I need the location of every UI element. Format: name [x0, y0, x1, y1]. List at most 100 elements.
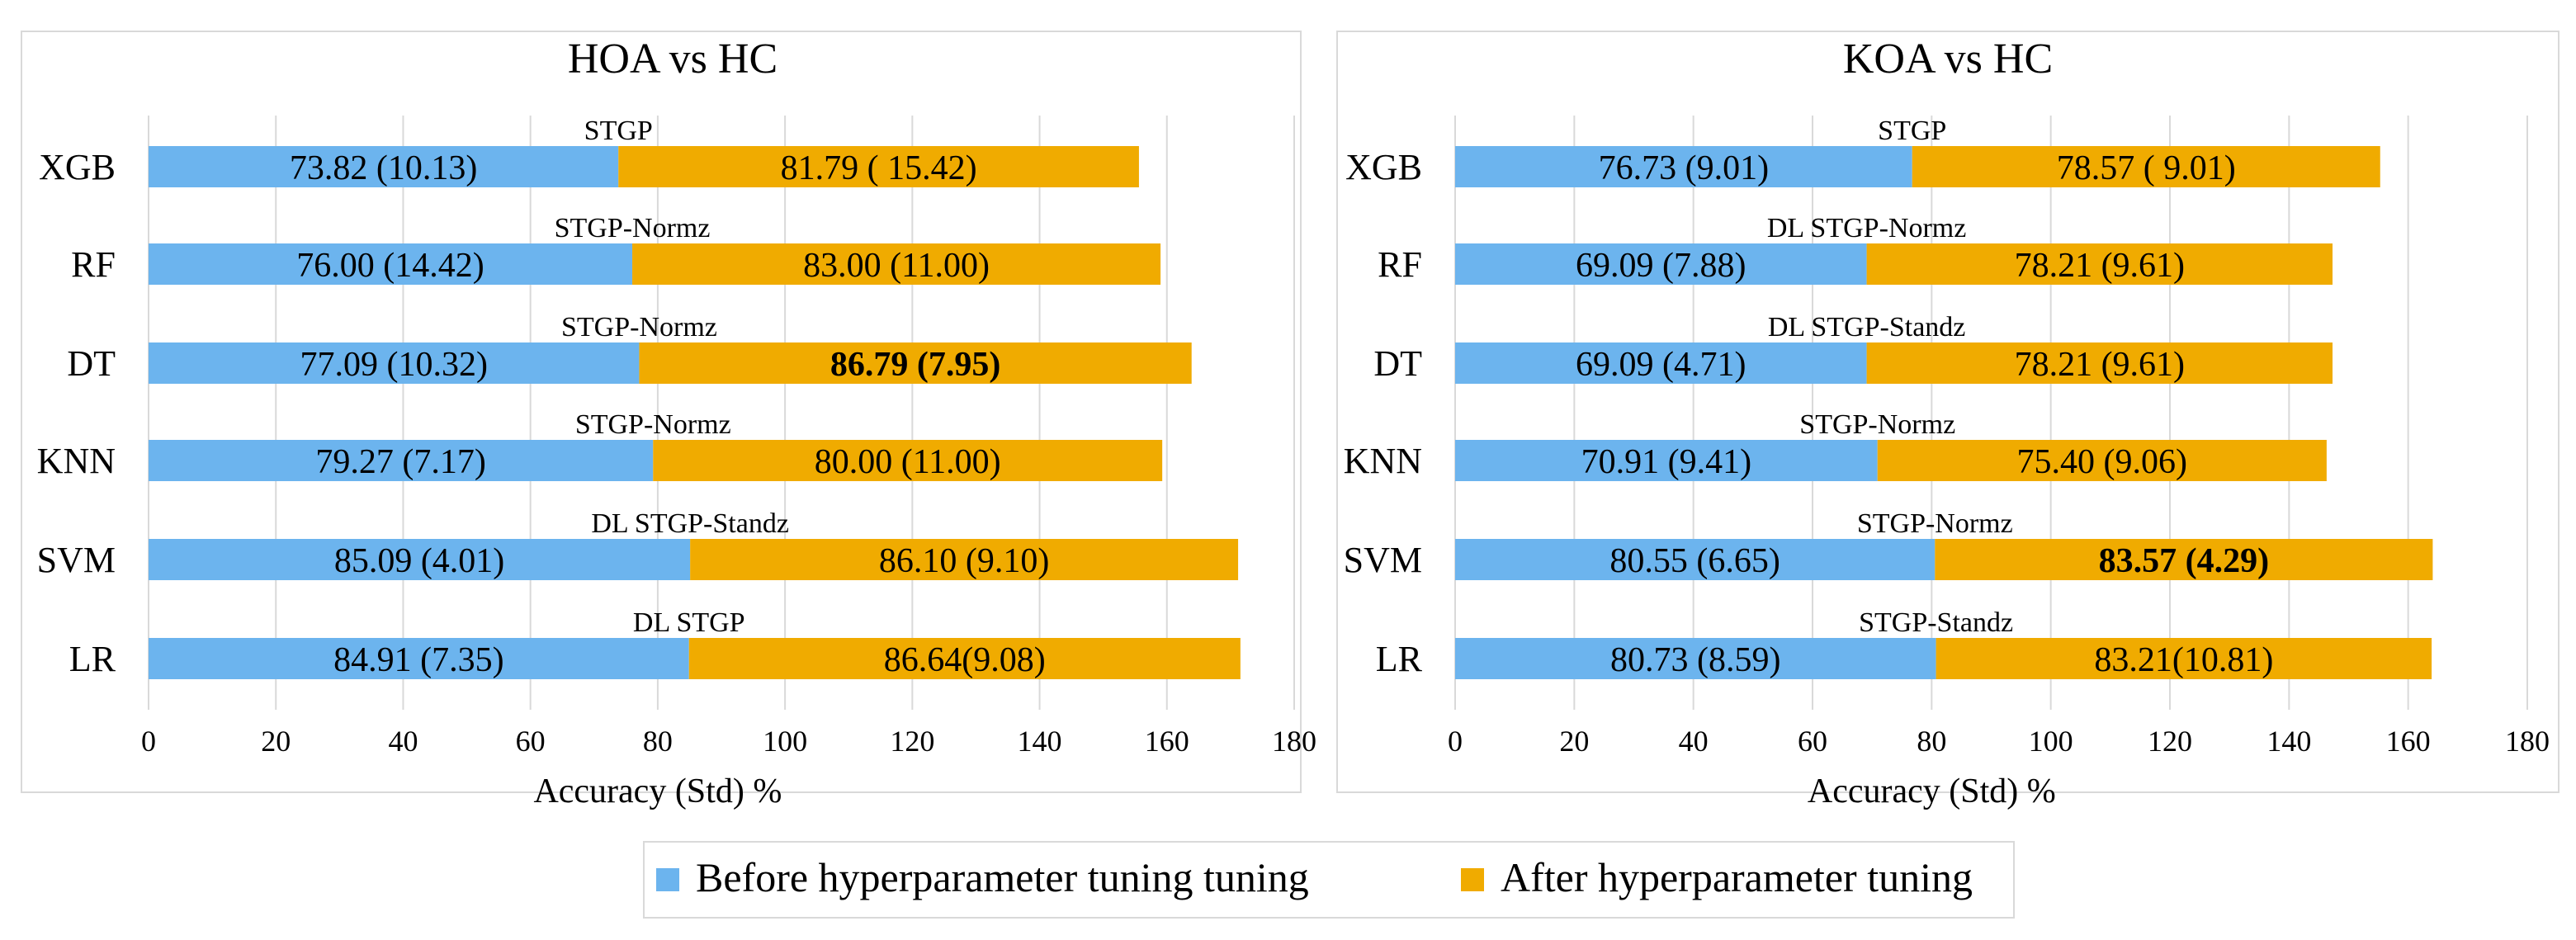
category-label: RF: [71, 244, 116, 285]
category-label: LR: [1376, 639, 1423, 679]
chart-title: KOA vs HC: [1843, 35, 2053, 83]
data-label: 78.21 (9.61): [2015, 346, 2185, 384]
data-label: 76.00 (14.42): [296, 247, 484, 285]
bar-after: [639, 342, 1192, 384]
x-tick-label: 120: [2148, 725, 2192, 758]
bar-before: [1455, 638, 1936, 679]
data-label: 86.10 (9.10): [879, 542, 1049, 580]
data-label: 86.79 (7.95): [830, 346, 1000, 384]
x-tick-label: 60: [516, 725, 546, 758]
bar-before: [1455, 243, 1867, 285]
data-label: 81.79 ( 15.42): [781, 149, 977, 187]
data-label: 76.73 (9.01): [1599, 149, 1769, 187]
x-tick-label: 140: [2266, 725, 2311, 758]
x-tick-label: 180: [1272, 725, 1316, 758]
chart-panel-1: HOA vs HC 0 20 40 60 80 100 120 140 160 180 Accurac…: [21, 31, 1316, 810]
x-tick-label: 0: [1448, 725, 1463, 758]
category-label: SVM: [37, 540, 116, 580]
bar-after: [653, 440, 1163, 481]
x-axis-label: Accuracy (Std) %: [533, 772, 782, 810]
method-annotation: DL STGP-Standz: [591, 508, 789, 539]
category-label: LR: [69, 639, 116, 679]
category-label: XGB: [1345, 147, 1422, 187]
bar-after: [690, 539, 1239, 580]
bar-after: [1935, 539, 2433, 580]
bar-before: [149, 638, 689, 679]
data-label: 69.09 (4.71): [1576, 346, 1746, 384]
panel-border: [1336, 31, 2559, 793]
category-label: RF: [1378, 244, 1422, 285]
legend: Before hyperparameter tuning tuning Afte…: [643, 841, 2015, 919]
data-label: 85.09 (4.01): [334, 542, 504, 580]
data-label: 69.09 (7.88): [1576, 247, 1746, 285]
chart-title: HOA vs HC: [568, 35, 778, 83]
category-label: SVM: [1344, 540, 1422, 580]
bar-before: [149, 146, 619, 187]
x-tick-label: 20: [261, 725, 291, 758]
x-tick-label: 40: [388, 725, 418, 758]
x-tick-label: 140: [1018, 725, 1062, 758]
chart-panel-2: KOA vs HC 0 20 40 60 80 100 120 140 160 180 Accurac…: [1336, 31, 2559, 810]
data-label: 83.57 (4.29): [2099, 542, 2269, 580]
method-annotation: STGP-Normz: [1799, 409, 1955, 440]
x-axis-label: Accuracy (Std) %: [1808, 772, 2056, 810]
x-tick-label: 160: [1145, 725, 1189, 758]
data-label: 78.57 ( 9.01): [2057, 149, 2236, 187]
bar-before: [1455, 539, 1936, 580]
x-tick-label: 120: [890, 725, 934, 758]
data-label: 83.00 (11.00): [803, 247, 990, 285]
data-label: 83.21(10.81): [2094, 641, 2273, 679]
data-label: 70.91 (9.41): [1581, 443, 1751, 481]
x-tick-label: 160: [2386, 725, 2431, 758]
x-tick-label: 0: [141, 725, 156, 758]
x-tick-label: 80: [643, 725, 673, 758]
legend-label-after: After hyperparameter tuning: [1501, 854, 1973, 900]
category-label: DT: [67, 343, 116, 384]
x-tick-label: 40: [1679, 725, 1709, 758]
x-tick-label: 80: [1917, 725, 1946, 758]
data-label: 80.73 (8.59): [1610, 641, 1780, 679]
bar-before: [1455, 440, 1878, 481]
bar-after: [618, 146, 1139, 187]
legend-box: [643, 841, 2015, 919]
method-annotation: STGP-Normz: [561, 312, 717, 342]
method-annotation: STGP: [584, 116, 653, 146]
bar-after: [1877, 440, 2327, 481]
x-tick-label: 60: [1798, 725, 1827, 758]
data-label: 84.91 (7.35): [333, 641, 503, 679]
data-label: 77.09 (10.32): [300, 346, 487, 384]
x-tick-label: 100: [763, 725, 807, 758]
legend-swatch-after: [1461, 868, 1484, 891]
bar-after: [632, 243, 1161, 285]
bar-after: [1866, 243, 2333, 285]
category-label: KNN: [1344, 441, 1422, 481]
x-tick-label: 100: [2029, 725, 2073, 758]
data-label: 79.27 (7.17): [315, 443, 485, 481]
method-annotation: STGP: [1878, 116, 1946, 146]
bar-before: [1455, 146, 1912, 187]
method-annotation: DL STGP-Standz: [1768, 312, 1966, 342]
data-label: 86.64(9.08): [884, 641, 1046, 679]
category-label: DT: [1373, 343, 1422, 384]
bar-before: [149, 342, 640, 384]
bar-after: [688, 638, 1241, 679]
bar-after: [1866, 342, 2333, 384]
data-label: 73.82 (10.13): [290, 149, 477, 187]
data-label: 78.21 (9.61): [2015, 247, 2185, 285]
bar-before: [149, 243, 633, 285]
method-annotation: STGP-Normz: [575, 409, 731, 440]
method-annotation: DL STGP-Normz: [1767, 213, 1966, 243]
bar-before: [149, 539, 691, 580]
data-label: 75.40 (9.06): [2017, 443, 2187, 481]
method-annotation: STGP-Standz: [1859, 607, 2013, 638]
method-annotation: STGP-Normz: [1857, 508, 2013, 539]
panel-border: [21, 31, 1302, 793]
category-label: KNN: [37, 441, 116, 481]
legend-swatch-before: [656, 868, 679, 891]
bar-after: [1912, 146, 2380, 187]
method-annotation: STGP-Normz: [555, 213, 711, 243]
legend-label-before: Before hyperparameter tuning tuning: [696, 854, 1309, 900]
category-label: XGB: [39, 147, 116, 187]
bar-before: [1455, 342, 1867, 384]
